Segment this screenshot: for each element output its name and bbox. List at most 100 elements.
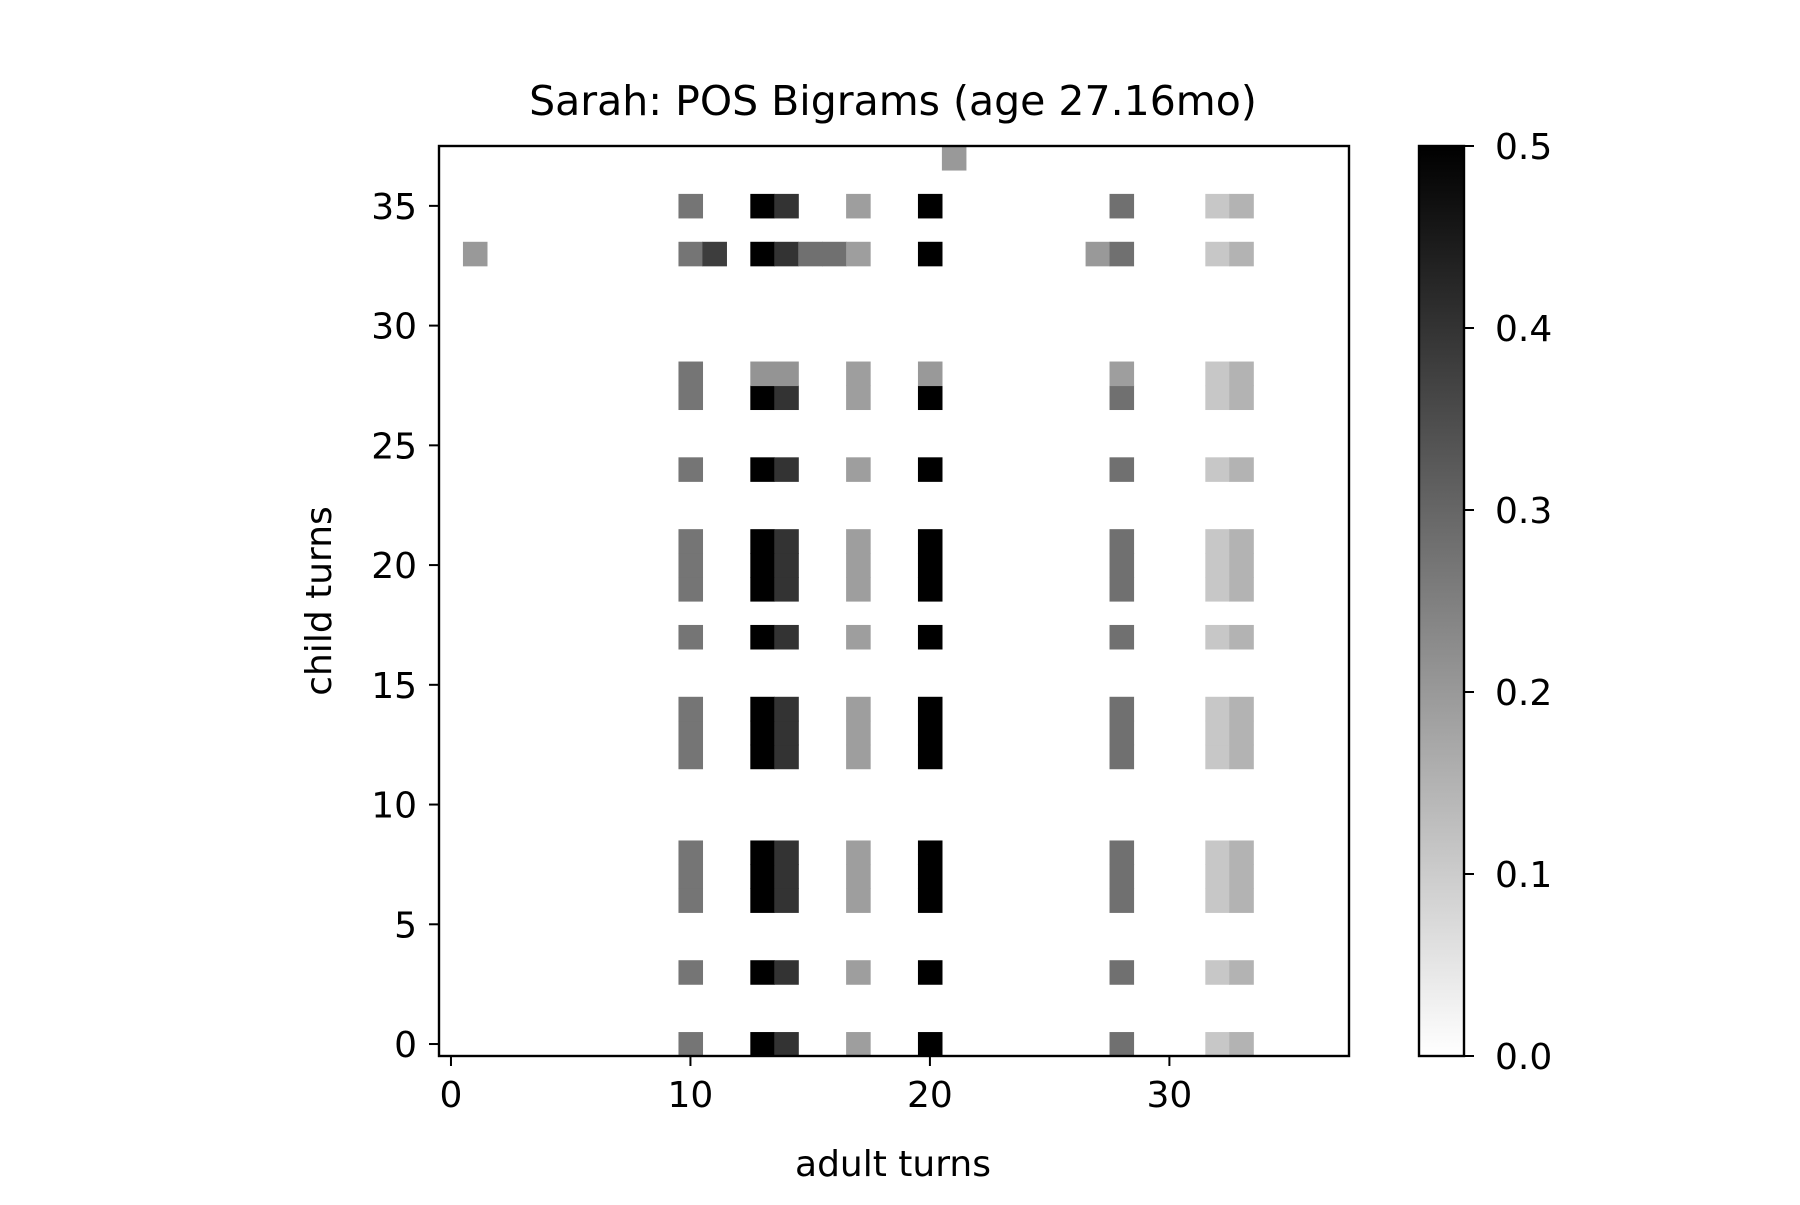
y-tick-label: 10	[371, 786, 417, 827]
heatmap-cell	[846, 241, 871, 267]
heatmap-cell	[917, 1032, 943, 1057]
heatmap-cell	[846, 457, 871, 482]
heatmap-cell	[702, 241, 727, 267]
heatmap-cell	[678, 696, 704, 722]
heatmap-cell	[846, 864, 871, 889]
heatmap-cell	[750, 553, 775, 578]
heatmap-cell	[917, 696, 943, 722]
heatmap-cell	[917, 457, 943, 482]
x-tick-label: 0	[440, 1075, 463, 1116]
heatmap-cell	[750, 241, 775, 267]
heatmap-cell	[1109, 720, 1135, 746]
heatmap-cell	[846, 361, 871, 387]
heatmap-cell	[750, 385, 775, 411]
colorbar-tick-label: 0.5	[1495, 127, 1552, 168]
heatmap-cell	[750, 696, 775, 722]
colorbar-tick-label: 0.0	[1495, 1037, 1552, 1078]
heatmap-cell	[1229, 696, 1254, 722]
heatmap-cell	[678, 577, 704, 602]
chart-title: Sarah: POS Bigrams (age 27.16mo)	[529, 77, 1257, 125]
heatmap-cell	[846, 720, 871, 746]
heatmap-cell	[1205, 361, 1230, 387]
heatmap-cell	[1109, 457, 1135, 482]
heatmap-cell	[678, 1032, 704, 1057]
heatmap-cell	[1229, 361, 1254, 387]
heatmap-cell	[774, 577, 799, 602]
heatmap-cell	[750, 744, 775, 770]
heatmap-cell	[678, 720, 704, 746]
heatmap-cell	[1229, 577, 1254, 602]
heatmap-cell	[846, 960, 871, 985]
heatmap-cell	[678, 840, 704, 866]
heatmap-cell	[1205, 1032, 1230, 1057]
y-tick-label: 0	[394, 1025, 417, 1066]
heatmap-cell	[1229, 840, 1254, 866]
heatmap-cell	[774, 193, 799, 219]
heatmap-cell	[1205, 696, 1230, 722]
heatmap-cell	[774, 960, 799, 985]
heatmap-cell	[917, 720, 943, 746]
heatmap-cell	[1109, 840, 1135, 866]
heatmap-cell	[750, 457, 775, 482]
y-tick-label: 5	[394, 905, 417, 946]
heatmap-cell	[917, 577, 943, 602]
heatmap-cell	[1229, 960, 1254, 985]
heatmap-cell	[1109, 553, 1135, 578]
heatmap-cell	[1229, 888, 1254, 913]
y-axis-label: child turns	[299, 506, 340, 696]
heatmap-cell	[1229, 385, 1254, 411]
heatmap-cell	[917, 241, 943, 267]
heatmap-cell	[1205, 864, 1230, 889]
heatmap-cell	[1109, 529, 1135, 554]
heatmap-cell	[1109, 361, 1135, 387]
heatmap-cell	[1205, 553, 1230, 578]
heatmap-cell	[750, 888, 775, 913]
heatmap-cell	[1205, 241, 1230, 267]
heatmap-cell	[774, 720, 799, 746]
heatmap-cell	[678, 193, 704, 219]
heatmap-cell	[750, 361, 775, 387]
heatmap-cell	[917, 193, 943, 219]
heatmap-cell	[846, 553, 871, 578]
colorbar-tick-label: 0.1	[1495, 855, 1552, 896]
heatmap-cell	[774, 385, 799, 411]
heatmap-cell	[1205, 840, 1230, 866]
heatmap-cell	[750, 720, 775, 746]
colorbar	[1417, 144, 1466, 1058]
heatmap-cell	[1229, 457, 1254, 482]
heatmap-cell	[1205, 457, 1230, 482]
heatmap-cell	[917, 864, 943, 889]
heatmap-cell	[750, 529, 775, 554]
colorbar-ticks: 0.0 0.1 0.2 0.3 0.4 0.5	[1464, 127, 1552, 1078]
y-tick-label: 15	[371, 666, 417, 707]
heatmap-cell	[678, 888, 704, 913]
heatmap-cell	[750, 577, 775, 602]
heatmap-cell	[1205, 624, 1230, 650]
heatmap-cell	[1205, 720, 1230, 746]
heatmap-cell	[750, 624, 775, 650]
y-tick-label: 25	[371, 426, 417, 467]
plot-frame	[437, 144, 1351, 1058]
heatmap-cell	[1109, 744, 1135, 770]
heatmap-cell	[1205, 888, 1230, 913]
heatmap-cell	[774, 241, 799, 267]
heatmap-cell	[1109, 888, 1135, 913]
heatmap-cell	[678, 864, 704, 889]
heatmap-cell	[774, 457, 799, 482]
heatmap-cell	[678, 744, 704, 770]
heatmap-cell	[1229, 193, 1254, 219]
x-axis-label: adult turns	[795, 1144, 991, 1185]
heatmap-cell	[774, 744, 799, 770]
heatmap-cell	[846, 888, 871, 913]
heatmap-cell	[774, 888, 799, 913]
heatmap-cell	[1229, 553, 1254, 578]
heatmap-cell	[678, 960, 704, 985]
heatmap-cell	[798, 241, 823, 267]
heatmap-cells	[462, 146, 1254, 1057]
heatmap-cell	[917, 553, 943, 578]
heatmap-cell	[774, 1032, 799, 1057]
heatmap-cell	[1205, 744, 1230, 770]
heatmap-cell	[917, 744, 943, 770]
